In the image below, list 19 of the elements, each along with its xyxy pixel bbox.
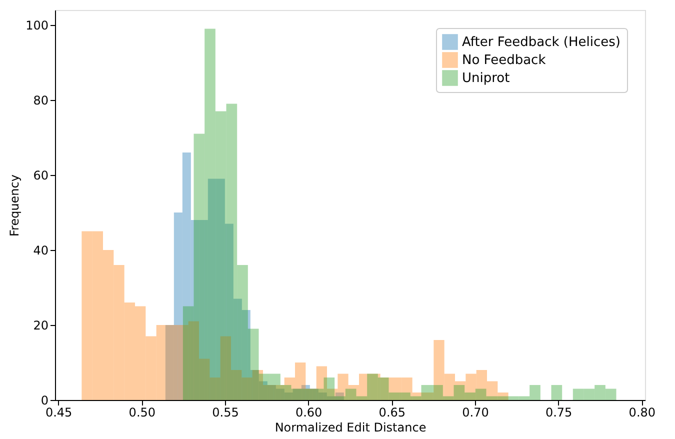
x-tick-label: 0.45 — [45, 406, 72, 420]
y-tick-label: 40 — [33, 244, 48, 258]
y-tick-label: 100 — [26, 18, 48, 32]
x-tick-label: 0.80 — [628, 406, 656, 420]
x-tick-label: 0.75 — [545, 406, 572, 420]
y-tick-label: 0 — [40, 394, 48, 408]
x-tick-label: 0.70 — [462, 406, 489, 420]
x-axis-title: Normalized Edit Distance — [274, 420, 426, 434]
legend-label: Uniprot — [462, 71, 510, 86]
y-tick-label: 80 — [33, 94, 48, 108]
y-tick-label: 20 — [33, 318, 48, 332]
x-tick-label: 0.65 — [378, 406, 406, 420]
y-axis-title: Frequency — [8, 174, 22, 236]
x-tick-label: 0.50 — [128, 406, 156, 420]
y-tick-label: 60 — [33, 168, 48, 182]
x-tick-label: 0.55 — [212, 406, 239, 420]
legend-label: After Feedback (Helices) — [462, 35, 620, 50]
legend-label: No Feedback — [462, 53, 546, 68]
x-tick-label: 0.60 — [295, 406, 322, 420]
